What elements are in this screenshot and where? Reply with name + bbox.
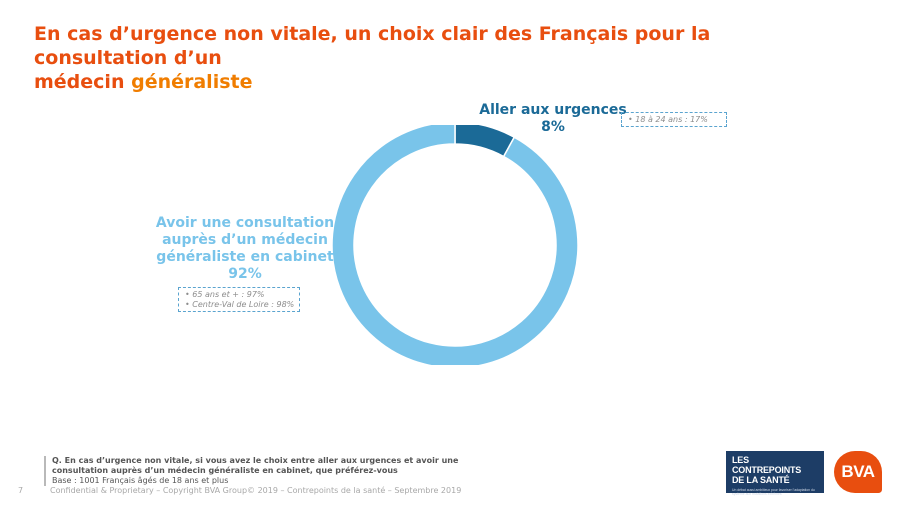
question-block: Q. En cas d’urgence non vitale, si vous … [44,456,472,486]
medecin-note: • 65 ans et + : 97% • Centre-Val de Loir… [178,287,300,312]
contrepoints-logo-line-2: DE LA SANTÉ [732,475,790,485]
donut-slice-1 [331,125,579,365]
bva-logo-text: BVA [841,462,875,481]
donut-slices [331,125,579,365]
bva-logo: BVA [834,451,882,493]
urgences-label-text: Aller aux urgences [479,102,627,118]
title-line-2-plain: médecin [34,71,132,93]
medecin-note-line-2: • Centre-Val de Loire : 98% [185,300,295,309]
contrepoints-logo: LES CONTREPOINTS DE LA SANTÉ Un débat au… [726,451,824,496]
question-line-2: consultation auprès d’un médecin général… [52,466,398,475]
question-base: Base : 1001 Français âgés de 18 ans et p… [52,476,229,485]
medecin-value-label: 92% [228,266,262,282]
donut-chart [331,125,579,365]
contrepoints-logo-line-1: LES CONTREPOINTS [732,455,802,475]
medecin-label-line-1: Avoir une consultation [155,215,335,231]
urgences-value-label: 8% [541,119,565,135]
page-title: En cas d’urgence non vitale, un choix cl… [34,22,834,94]
question-line-1: Q. En cas d’urgence non vitale, si vous … [52,456,459,465]
page-number: 7 [18,486,24,495]
urgences-note: • 18 à 24 ans : 17% [621,112,727,127]
title-line-2-accent: généraliste [131,71,253,93]
medecin-label-line-3: généraliste en cabinet [156,249,334,265]
contrepoints-logo-tagline: Un débat aussi ambitieux pour favoriser … [732,488,815,496]
copyright: Confidential & Proprietary – Copyright B… [50,486,462,495]
urgences-label: Aller aux urgences 8% [470,102,636,136]
medecin-label-line-2: auprès d’un médecin [162,232,328,248]
title-line-1: En cas d’urgence non vitale, un choix cl… [34,23,711,69]
medecin-note-line-1: • 65 ans et + : 97% [185,290,265,299]
medecin-label: Avoir une consultation auprès d’un médec… [150,215,340,283]
